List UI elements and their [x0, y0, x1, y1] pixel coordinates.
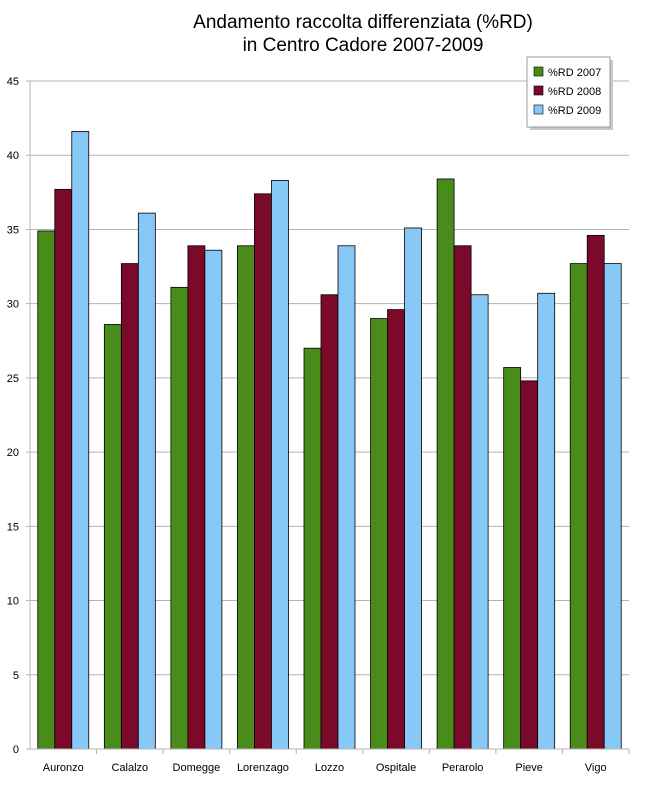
bar-domegge-1	[170, 286, 189, 750]
bar-ospitale-2	[387, 309, 405, 750]
y-tick-label-0: 0	[13, 744, 19, 756]
x-tick-labels: Auronzo Calalzo Domegge Lorenzago Lozzo Ospit…	[43, 762, 607, 774]
axes	[29, 81, 630, 754]
bar-pieve-1	[503, 367, 522, 750]
x-tick-label-domegge: Domegge	[173, 762, 221, 774]
bar-lozzo-2	[320, 294, 339, 750]
bar-auronzo-1	[37, 230, 56, 750]
bar-vigo-3	[603, 263, 622, 750]
legend-label-2: %RD 2008	[548, 86, 601, 98]
legend-label-3: %RD 2009	[548, 105, 601, 117]
x-tick-label-auronzo: Auronzo	[43, 762, 84, 774]
legend-swatch-2	[533, 85, 544, 96]
chart-title: Andamento raccolta differenziata (%RD) i…	[193, 12, 533, 56]
bar-domegge-2	[187, 245, 206, 750]
bar-perarolo-3	[470, 294, 489, 750]
chart-title-line-1: Andamento raccolta differenziata (%RD)	[193, 12, 533, 33]
y-tick-label-10: 10	[7, 596, 19, 608]
chart-title-line-2: in Centro Cadore 2007-2009	[243, 35, 484, 56]
bar-pieve-3	[537, 292, 556, 750]
legend-label-1: %RD 2007	[548, 67, 601, 79]
bar-auronzo-2	[54, 188, 73, 750]
x-tick-label-vigo: Vigo	[585, 762, 607, 774]
bar-domegge-3	[204, 249, 223, 750]
bar-pieve-2	[520, 380, 539, 750]
legend-swatch-1	[533, 66, 544, 77]
bar-ospitale-1	[370, 318, 388, 750]
x-tick-label-calalzo: Calalzo	[111, 762, 148, 774]
bar-calalzo-2	[120, 263, 139, 750]
bar-lorenzago-1	[237, 245, 255, 750]
y-tick-label-5: 5	[13, 670, 19, 682]
x-tick-label-lozzo: Lozzo	[315, 762, 344, 774]
x-tick-label-pieve: Pieve	[515, 762, 543, 774]
bar-vigo-2	[586, 234, 605, 750]
y-tick-labels: 0 5 10 15 20 25 30 35 40 45	[7, 76, 19, 756]
bar-calalzo-1	[103, 324, 122, 750]
y-tick-label-45: 45	[7, 76, 19, 88]
bar-lorenzago-2	[254, 193, 272, 750]
bar-perarolo-2	[453, 245, 472, 750]
y-tick-label-25: 25	[7, 373, 19, 385]
legend-swatch-3	[533, 104, 544, 115]
y-tick-label-35: 35	[7, 224, 19, 236]
y-tick-label-15: 15	[7, 521, 19, 533]
bar-auronzo-3	[71, 131, 90, 750]
bar-lorenzago-3	[271, 180, 289, 750]
bar-ospitale-3	[404, 227, 422, 750]
x-tick-label-lorenzago: Lorenzago	[237, 762, 289, 774]
y-tick-label-20: 20	[7, 447, 19, 459]
bars	[37, 131, 622, 750]
y-tick-label-30: 30	[7, 299, 19, 311]
x-tick-label-perarolo: Perarolo	[442, 762, 484, 774]
bar-perarolo-1	[436, 178, 455, 750]
legend: %RD 2007 %RD 2008 %RD 2009	[526, 56, 613, 130]
x-tick-label-ospitale: Ospitale	[376, 762, 416, 774]
bar-calalzo-3	[137, 212, 156, 750]
bar-lozzo-1	[303, 347, 322, 750]
bar-vigo-1	[569, 263, 588, 750]
bar-lozzo-3	[337, 245, 356, 750]
y-tick-label-40: 40	[7, 150, 19, 162]
